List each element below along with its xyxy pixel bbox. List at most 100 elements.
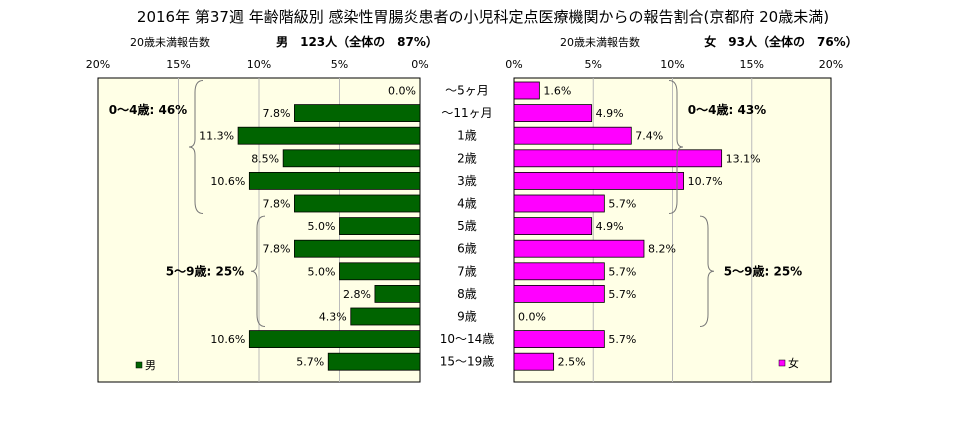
- male-bar: [294, 104, 421, 122]
- female-legend-swatch: [778, 359, 786, 367]
- male-bar: [350, 307, 421, 326]
- male-tick-label: 10%: [247, 58, 271, 71]
- female-bar: [513, 284, 605, 303]
- group-label: 5～9歳: 25%: [166, 263, 244, 278]
- female-tick-label: 10%: [660, 58, 684, 71]
- male-bars: [237, 104, 421, 371]
- male-value-labels: 0.0% 7.8% 11.3% 8.5% 10.6% 7.8% 5.0% 7.8% 5.0% 2.…: [199, 85, 416, 369]
- male-value-label: 5.0%: [308, 265, 336, 278]
- male-value-label: 7.8%: [262, 198, 290, 211]
- female-bar: [513, 330, 605, 349]
- age-group-brackets: 0～4歳: 46% 5～9歳: 25% 0～4歳: 43% 5～9歳: 25%: [109, 80, 802, 327]
- age-category-labels: ～5ヶ月 ～11ヶ月 1歳 2歳 3歳 4歳 5歳 6歳 7歳 8歳 9歳 10～14歳 15～19歳: [440, 84, 495, 369]
- age-category-label: 2歳: [457, 151, 477, 165]
- age-category-label: 10～14歳: [440, 332, 495, 346]
- female-axis-ticks: 0% 5% 10% 15% 20%: [505, 58, 843, 71]
- female-value-label: 5.7%: [608, 265, 636, 278]
- male-value-label: 2.8%: [343, 288, 371, 301]
- male-legend-label: 男: [145, 359, 156, 372]
- male-value-label: 0.0%: [388, 85, 416, 98]
- female-bar: [513, 104, 593, 122]
- female-bar: [513, 171, 684, 190]
- female-value-label: 5.7%: [608, 333, 636, 346]
- male-value-label: 7.8%: [262, 243, 290, 256]
- group-label: 5～9歳: 25%: [724, 263, 802, 278]
- female-value-label: 2.5%: [558, 356, 586, 369]
- chart-title: 2016年 第37週 年齢階級別 感染性胃腸炎患者の小児科定点医療機関からの報告…: [137, 8, 829, 26]
- female-bar: [513, 126, 632, 145]
- male-value-label: 10.6%: [210, 333, 245, 346]
- male-bar: [282, 149, 421, 168]
- male-tick-label: 15%: [166, 58, 190, 71]
- female-header-total: 女 93人（全体の 76%）: [704, 34, 857, 49]
- female-header-count-label: 20歳未満報告数: [560, 36, 640, 49]
- age-category-label: 1歳: [457, 129, 477, 143]
- female-value-label: 4.9%: [596, 107, 624, 120]
- male-bar: [294, 194, 421, 213]
- female-value-label: 5.7%: [608, 198, 636, 211]
- male-tick-label: 5%: [331, 58, 348, 71]
- female-bar: [513, 81, 540, 100]
- age-category-label: 15～19歳: [440, 355, 495, 369]
- group-label: 0～4歳: 43%: [688, 102, 766, 117]
- female-value-label: 10.7%: [688, 175, 723, 188]
- age-category-label: 8歳: [457, 287, 477, 301]
- female-bar: [513, 149, 723, 168]
- female-value-labels: 1.6% 4.9% 7.4% 13.1%10.7% 5.7% 4.9% 8.2% 5.7% 5.…: [518, 85, 761, 369]
- male-value-label: 11.3%: [199, 130, 234, 143]
- female-value-label: 13.1%: [726, 152, 761, 165]
- age-category-label: 4歳: [457, 197, 477, 211]
- female-value-label: 8.2%: [648, 243, 676, 256]
- male-bar: [248, 330, 421, 349]
- male-bar: [339, 217, 421, 236]
- male-value-label: 5.7%: [296, 356, 324, 369]
- male-bar: [339, 262, 421, 281]
- female-legend-label: 女: [788, 356, 799, 370]
- male-tick-label: 0%: [411, 58, 428, 71]
- age-category-label: ～11ヶ月: [441, 106, 492, 120]
- group-bracket: [699, 215, 715, 327]
- group-bracket: [668, 80, 684, 214]
- male-value-label: 8.5%: [251, 152, 279, 165]
- age-category-label: ～5ヶ月: [445, 84, 489, 98]
- female-bar: [513, 239, 645, 258]
- male-bar: [237, 126, 421, 145]
- female-value-label: 5.7%: [608, 288, 636, 301]
- age-category-label: 3歳: [457, 174, 477, 188]
- male-axis-ticks: 20% 15% 10% 5% 0%: [86, 58, 429, 71]
- female-value-label: 1.6%: [543, 85, 571, 98]
- female-tick-label: 20%: [819, 58, 843, 71]
- male-tick-label: 20%: [86, 58, 110, 71]
- age-category-label: 7歳: [457, 264, 477, 278]
- female-value-label: 7.4%: [635, 130, 663, 143]
- age-category-label: 9歳: [457, 310, 477, 324]
- female-bar: [513, 194, 605, 213]
- group-bracket: [250, 215, 266, 327]
- male-bar: [374, 284, 421, 303]
- age-category-label: 6歳: [457, 242, 477, 256]
- male-value-label: 10.6%: [210, 175, 245, 188]
- male-value-label: 7.8%: [262, 107, 290, 120]
- male-bar: [327, 352, 421, 371]
- female-bar: [513, 352, 555, 371]
- male-header-count-label: 20歳未満報告数: [130, 36, 210, 49]
- male-header-total: 男 123人（全体の 87%）: [276, 34, 438, 49]
- female-value-label: 4.9%: [596, 220, 624, 233]
- female-value-label: 0.0%: [518, 311, 546, 324]
- age-category-label: 5歳: [457, 219, 477, 233]
- group-label: 0～4歳: 46%: [109, 102, 187, 117]
- group-bracket: [188, 80, 204, 214]
- female-tick-label: 15%: [740, 58, 764, 71]
- female-tick-label: 0%: [505, 58, 522, 71]
- female-bars: [513, 81, 723, 371]
- male-legend-swatch: [135, 361, 143, 369]
- male-bar: [294, 239, 421, 258]
- female-bar: [513, 262, 605, 281]
- female-tick-label: 5%: [585, 58, 602, 71]
- male-value-label: 4.3%: [319, 311, 347, 324]
- male-bar: [248, 171, 421, 190]
- male-value-label: 5.0%: [308, 220, 336, 233]
- female-bar: [513, 217, 593, 236]
